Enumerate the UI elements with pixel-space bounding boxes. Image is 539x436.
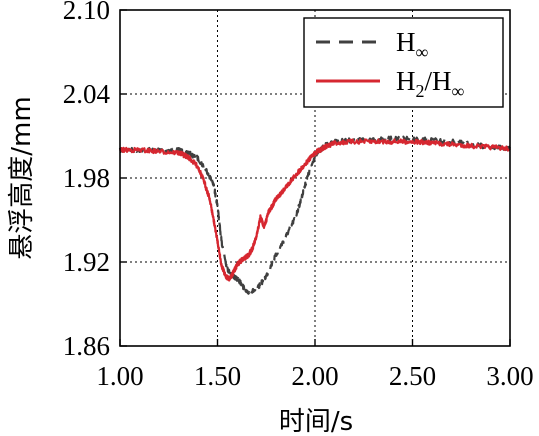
series-layer xyxy=(118,135,512,295)
x-tick-label: 2.50 xyxy=(389,361,436,391)
y-tick-label: 1.92 xyxy=(63,247,110,277)
tick-labels: 1.00 1.50 2.00 2.50 3.00 1.86 1.92 1.98 2.04 2.10 xyxy=(63,0,534,391)
legend-label-h2-hinf-sub: 2 xyxy=(416,81,425,101)
series-line-h-inf xyxy=(118,135,512,295)
legend-label-h2-hinf: H2/H∞ xyxy=(396,66,465,101)
y-tick-label: 1.86 xyxy=(63,331,110,361)
x-tick-label: 1.00 xyxy=(96,361,143,391)
series-line-h2-hinf xyxy=(118,138,511,282)
x-axis-title: 时间/s xyxy=(279,407,353,436)
legend-label-h-inf: H∞ xyxy=(396,27,429,62)
x-tick-label: 3.00 xyxy=(486,361,533,391)
x-tick-label: 1.50 xyxy=(194,361,241,391)
legend-label-h-inf-main: H xyxy=(396,27,416,57)
legend-label-h2-hinf-sub2: ∞ xyxy=(452,81,465,101)
ticks xyxy=(119,9,511,347)
legend-label-h2-hinf-main2: /H xyxy=(425,66,452,96)
legend: H∞ H2/H∞ xyxy=(303,17,504,108)
legend-box xyxy=(303,17,504,108)
y-axis-title: 悬浮高度/mm xyxy=(7,96,37,259)
y-tick-label: 2.10 xyxy=(63,0,110,25)
legend-label-h-inf-sub: ∞ xyxy=(416,42,429,62)
legend-label-h2-hinf-main: H xyxy=(396,66,416,96)
y-tick-label: 1.98 xyxy=(63,163,110,193)
y-tick-label: 2.04 xyxy=(63,79,111,109)
x-tick-label: 2.00 xyxy=(291,361,338,391)
